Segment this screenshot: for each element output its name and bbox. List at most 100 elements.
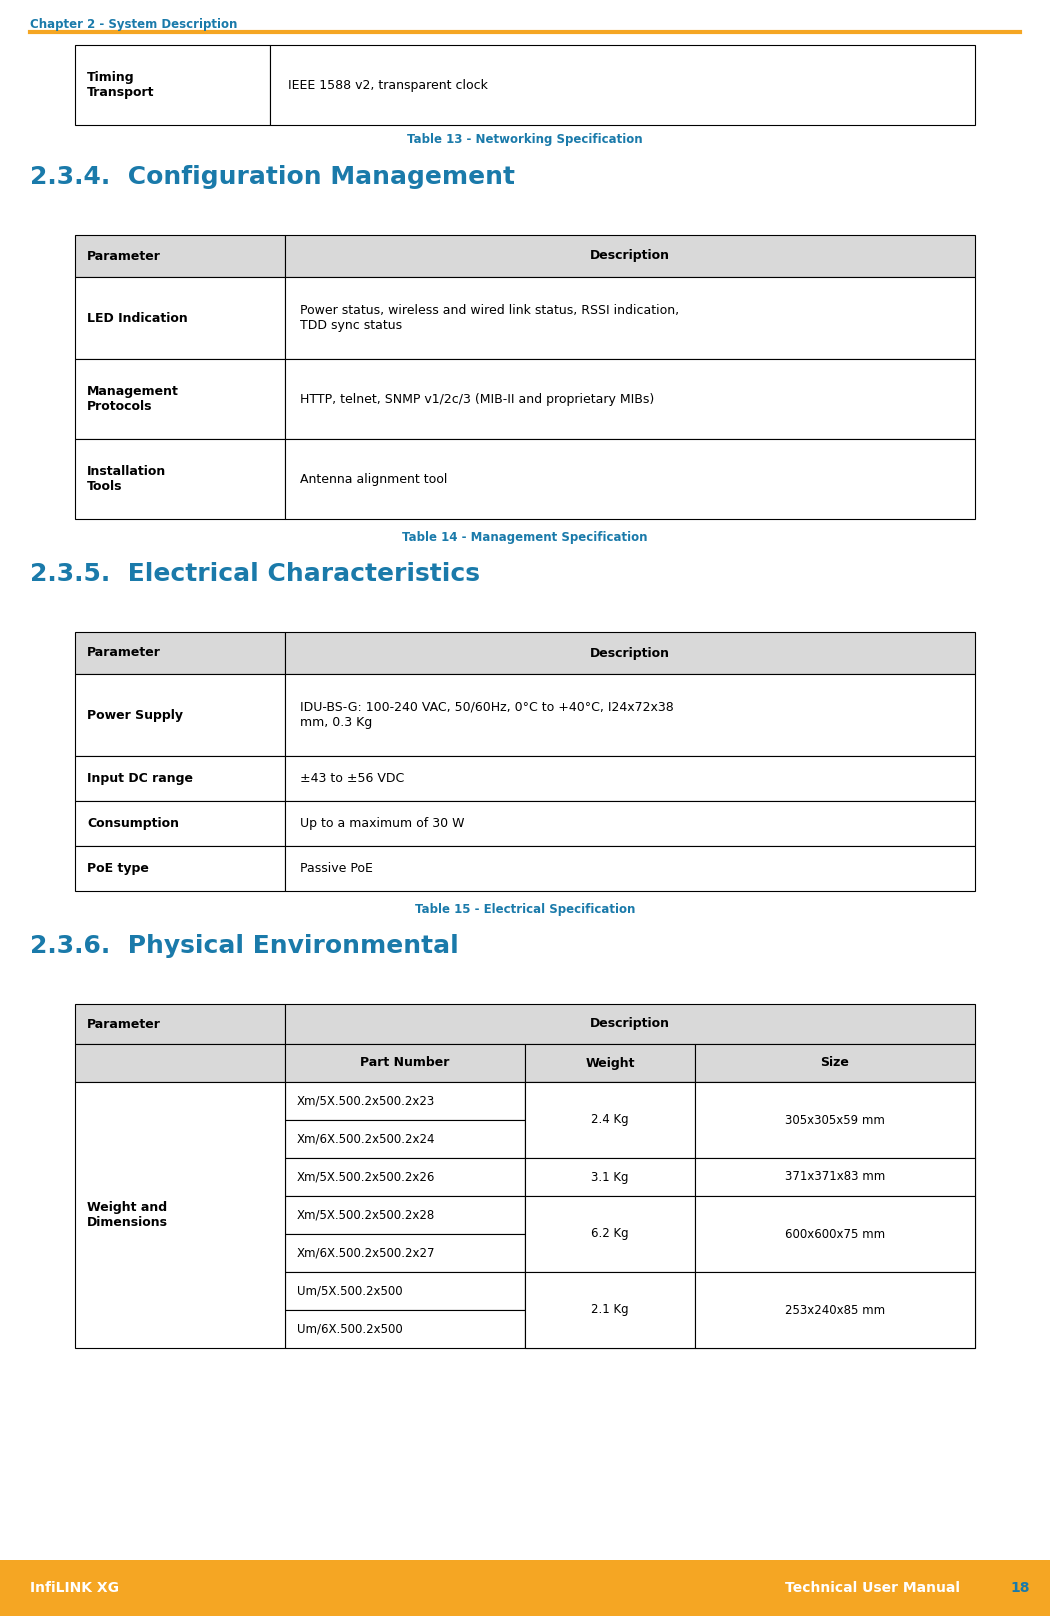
Text: Description: Description — [590, 646, 670, 659]
Bar — [285, 1004, 975, 1044]
Bar — [695, 1120, 975, 1159]
Bar — [695, 1159, 975, 1196]
Text: Antenna alignment tool: Antenna alignment tool — [300, 472, 447, 485]
Text: Xm/5X.500.2x500.2x23: Xm/5X.500.2x500.2x23 — [297, 1094, 436, 1107]
Bar — [75, 1083, 285, 1348]
Bar — [75, 847, 285, 890]
Text: 3.1 Kg: 3.1 Kg — [591, 1170, 629, 1183]
Bar — [695, 1044, 975, 1083]
Text: HTTP, telnet, SNMP v1/2c/3 (MIB-II and proprietary MIBs): HTTP, telnet, SNMP v1/2c/3 (MIB-II and p… — [300, 393, 654, 406]
Bar — [75, 234, 285, 276]
Text: Parameter: Parameter — [87, 646, 161, 659]
Text: 2.3.5.  Electrical Characteristics: 2.3.5. Electrical Characteristics — [30, 562, 480, 587]
Text: Xm/6X.500.2x500.2x27: Xm/6X.500.2x500.2x27 — [297, 1246, 436, 1259]
Text: Xm/5X.500.2x500.2x26: Xm/5X.500.2x500.2x26 — [297, 1170, 436, 1183]
Bar — [285, 1083, 525, 1120]
Bar — [695, 1159, 975, 1196]
Text: Table 15 - Electrical Specification: Table 15 - Electrical Specification — [415, 902, 635, 916]
Text: Technical User Manual: Technical User Manual — [785, 1580, 960, 1595]
Bar — [285, 440, 975, 519]
Bar — [285, 234, 975, 276]
Bar — [285, 1120, 525, 1159]
Bar — [285, 674, 975, 756]
Bar — [75, 632, 285, 674]
Text: Size: Size — [820, 1057, 849, 1070]
Bar — [525, 1272, 695, 1311]
Text: 2.4 Kg: 2.4 Kg — [591, 1113, 629, 1126]
Text: 600x600x75 mm: 600x600x75 mm — [785, 1228, 885, 1241]
Bar — [525, 1159, 695, 1196]
Bar — [75, 674, 285, 756]
Bar — [75, 1044, 285, 1083]
Text: Table 13 - Networking Specification: Table 13 - Networking Specification — [407, 134, 643, 147]
Bar — [270, 45, 975, 124]
Text: Passive PoE: Passive PoE — [300, 861, 373, 874]
Text: Parameter: Parameter — [87, 249, 161, 262]
Bar — [525, 1120, 695, 1159]
Bar — [75, 440, 285, 519]
Bar — [695, 1083, 975, 1159]
Text: 253x240x85 mm: 253x240x85 mm — [785, 1304, 885, 1317]
Text: Um/5X.500.2x500: Um/5X.500.2x500 — [297, 1285, 402, 1298]
Bar — [525, 1159, 695, 1196]
Bar — [285, 1311, 525, 1348]
Bar — [525, 1083, 695, 1120]
Text: Up to a maximum of 30 W: Up to a maximum of 30 W — [300, 818, 464, 831]
Text: 371x371x83 mm: 371x371x83 mm — [785, 1170, 885, 1183]
Bar — [525, 1235, 695, 1272]
Bar — [285, 1272, 525, 1311]
Bar — [75, 45, 270, 124]
Bar — [525, 1196, 695, 1272]
Text: LED Indication: LED Indication — [87, 312, 188, 325]
Bar — [285, 1044, 525, 1083]
Text: 18: 18 — [1010, 1580, 1030, 1595]
Text: 6.2 Kg: 6.2 Kg — [591, 1228, 629, 1241]
Text: Xm/6X.500.2x500.2x24: Xm/6X.500.2x500.2x24 — [297, 1133, 436, 1146]
Bar — [695, 1311, 975, 1348]
Bar — [285, 276, 975, 359]
Bar — [525, 1083, 695, 1159]
Bar — [285, 1196, 525, 1235]
Bar — [285, 1159, 525, 1196]
Text: Installation
Tools: Installation Tools — [87, 465, 166, 493]
Text: 2.3.6.  Physical Environmental: 2.3.6. Physical Environmental — [30, 934, 459, 958]
Bar — [285, 802, 975, 847]
Bar — [75, 359, 285, 440]
Text: IDU-BS-G: 100-240 VAC, 50/60Hz, 0°C to +40°C, I24x72x38
mm, 0.3 Kg: IDU-BS-G: 100-240 VAC, 50/60Hz, 0°C to +… — [300, 701, 674, 729]
Text: PoE type: PoE type — [87, 861, 149, 874]
Bar — [285, 632, 975, 674]
Bar — [285, 847, 975, 890]
Text: Um/6X.500.2x500: Um/6X.500.2x500 — [297, 1322, 403, 1335]
Text: Weight: Weight — [585, 1057, 635, 1070]
Bar — [525, 1311, 695, 1348]
Bar — [695, 1083, 975, 1120]
Text: Xm/5X.500.2x500.2x28: Xm/5X.500.2x500.2x28 — [297, 1209, 436, 1222]
Text: Timing
Transport: Timing Transport — [87, 71, 154, 99]
Bar — [285, 359, 975, 440]
Bar — [0, 1559, 1050, 1616]
Bar — [75, 756, 285, 802]
Bar — [75, 276, 285, 359]
Text: Input DC range: Input DC range — [87, 772, 193, 785]
Bar — [75, 1004, 285, 1044]
Bar — [285, 1235, 525, 1272]
Bar — [285, 756, 975, 802]
Text: Power Supply: Power Supply — [87, 708, 183, 721]
Bar — [695, 1272, 975, 1311]
Text: IEEE 1588 v2, transparent clock: IEEE 1588 v2, transparent clock — [288, 79, 488, 92]
Text: Chapter 2 - System Description: Chapter 2 - System Description — [30, 18, 237, 31]
Text: 2.1 Kg: 2.1 Kg — [591, 1304, 629, 1317]
Bar — [525, 1044, 695, 1083]
Text: Power status, wireless and wired link status, RSSI indication,
TDD sync status: Power status, wireless and wired link st… — [300, 304, 679, 331]
Text: 2.3.4.  Configuration Management: 2.3.4. Configuration Management — [30, 165, 514, 189]
Bar — [75, 802, 285, 847]
Bar — [695, 1235, 975, 1272]
Bar — [695, 1196, 975, 1272]
Text: ±43 to ±56 VDC: ±43 to ±56 VDC — [300, 772, 404, 785]
Text: Management
Protocols: Management Protocols — [87, 385, 178, 414]
Text: Weight and
Dimensions: Weight and Dimensions — [87, 1201, 168, 1230]
Text: InfiLINK XG: InfiLINK XG — [30, 1580, 119, 1595]
Text: Part Number: Part Number — [360, 1057, 449, 1070]
Bar — [695, 1272, 975, 1348]
Text: Consumption: Consumption — [87, 818, 178, 831]
